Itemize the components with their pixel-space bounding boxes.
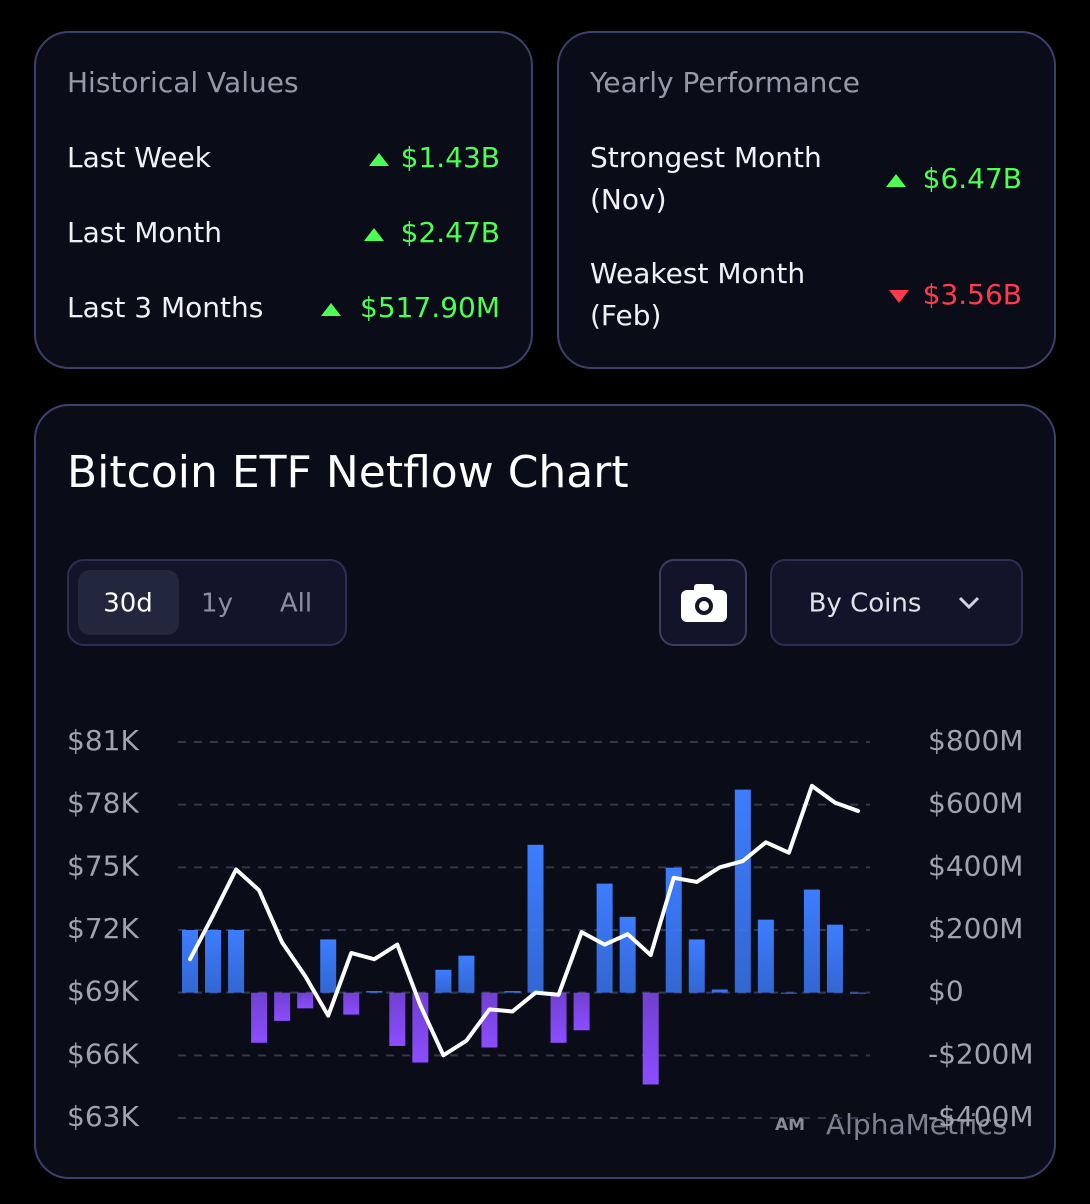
card-title: Yearly Performance: [589, 66, 860, 99]
dropdown[interactable]: [770, 559, 1023, 646]
bar: [550, 992, 567, 1043]
y-tick-label: $63K: [67, 1100, 139, 1133]
bar: [297, 992, 314, 1009]
bar: [780, 992, 797, 994]
bar: [481, 992, 498, 1048]
row-value: $2.47B: [401, 216, 500, 249]
y-tick-label: $72K: [67, 912, 139, 945]
chart-card: [34, 404, 1056, 1179]
y2-tick-label: $800M: [928, 724, 1023, 757]
bar: [711, 989, 728, 993]
bar: [642, 992, 659, 1085]
y-tick-label: $75K: [67, 849, 139, 882]
row-label: Weakest Month: [590, 257, 805, 290]
row-label: Last 3 Months: [67, 291, 263, 324]
up-icon: [321, 303, 341, 316]
y2-tick-label: $200M: [928, 912, 1023, 945]
y2-tick-label: -$200M: [928, 1037, 1034, 1070]
bar: [458, 955, 475, 993]
bar: [619, 916, 636, 993]
bar: [665, 867, 682, 993]
historical-card: [34, 31, 533, 369]
bar: [435, 969, 452, 993]
bar: [803, 889, 820, 993]
y-tick-label: $66K: [67, 1037, 139, 1070]
bar: [573, 992, 590, 1031]
row-label: Last Week: [67, 141, 212, 174]
bar: [527, 844, 544, 993]
row-value: $1.43B: [401, 141, 500, 174]
bar: [389, 992, 406, 1046]
up-icon: [364, 228, 384, 241]
y2-tick-label: $400M: [928, 849, 1023, 882]
y-tick-label: $78K: [67, 787, 139, 820]
chart-title: Bitcoin ETF Netflow Chart: [67, 447, 629, 498]
bar: [504, 991, 521, 993]
row-period: (Feb): [590, 299, 661, 332]
y2-tick-label: $0: [928, 975, 964, 1008]
y-tick-label: $69K: [67, 975, 139, 1008]
row-label: Last Month: [67, 216, 222, 249]
bar: [274, 992, 291, 1021]
bar: [734, 789, 751, 993]
range-active[interactable]: [78, 570, 179, 635]
bar: [366, 991, 383, 993]
range-button[interactable]: All: [280, 589, 312, 619]
row-value: $3.56B: [923, 278, 1022, 311]
y-tick-label: $81K: [67, 724, 139, 757]
camera-icon: [681, 584, 727, 622]
plot: $63K $66K $69K $72K $75K $78K $81K -$400M -$200M…: [67, 724, 1034, 1133]
bar: [182, 930, 198, 993]
bar: [688, 939, 705, 993]
y2-tick-label: $600M: [928, 787, 1023, 820]
row-value: $6.47B: [923, 162, 1022, 195]
up-icon: [369, 153, 389, 166]
y2-tick-label: -$400M: [928, 1100, 1034, 1133]
row-value: $517.90M: [360, 291, 500, 324]
bar: [596, 883, 613, 993]
chevron: [958, 596, 980, 610]
price-line: [188, 783, 860, 1058]
watermark-logo: AM: [775, 1115, 805, 1135]
bar: [251, 992, 268, 1043]
range-button[interactable]: 30d: [103, 589, 153, 619]
bar: [343, 992, 360, 1015]
bar: [826, 924, 843, 993]
range-button[interactable]: 1y: [201, 589, 233, 619]
yearly-card: [557, 31, 1056, 369]
bar: [228, 930, 245, 993]
bar: [850, 992, 866, 994]
row-period: (Nov): [590, 183, 667, 216]
down-icon: [889, 290, 909, 303]
bar: [205, 930, 222, 993]
dropdown-label[interactable]: By Coins: [809, 589, 922, 619]
row-label: Strongest Month: [590, 141, 822, 174]
bar: [320, 939, 337, 993]
watermark: AlphaMetrics: [826, 1108, 1007, 1141]
bar: [757, 919, 774, 993]
card-title: Historical Values: [67, 66, 299, 99]
up-icon: [886, 174, 906, 187]
